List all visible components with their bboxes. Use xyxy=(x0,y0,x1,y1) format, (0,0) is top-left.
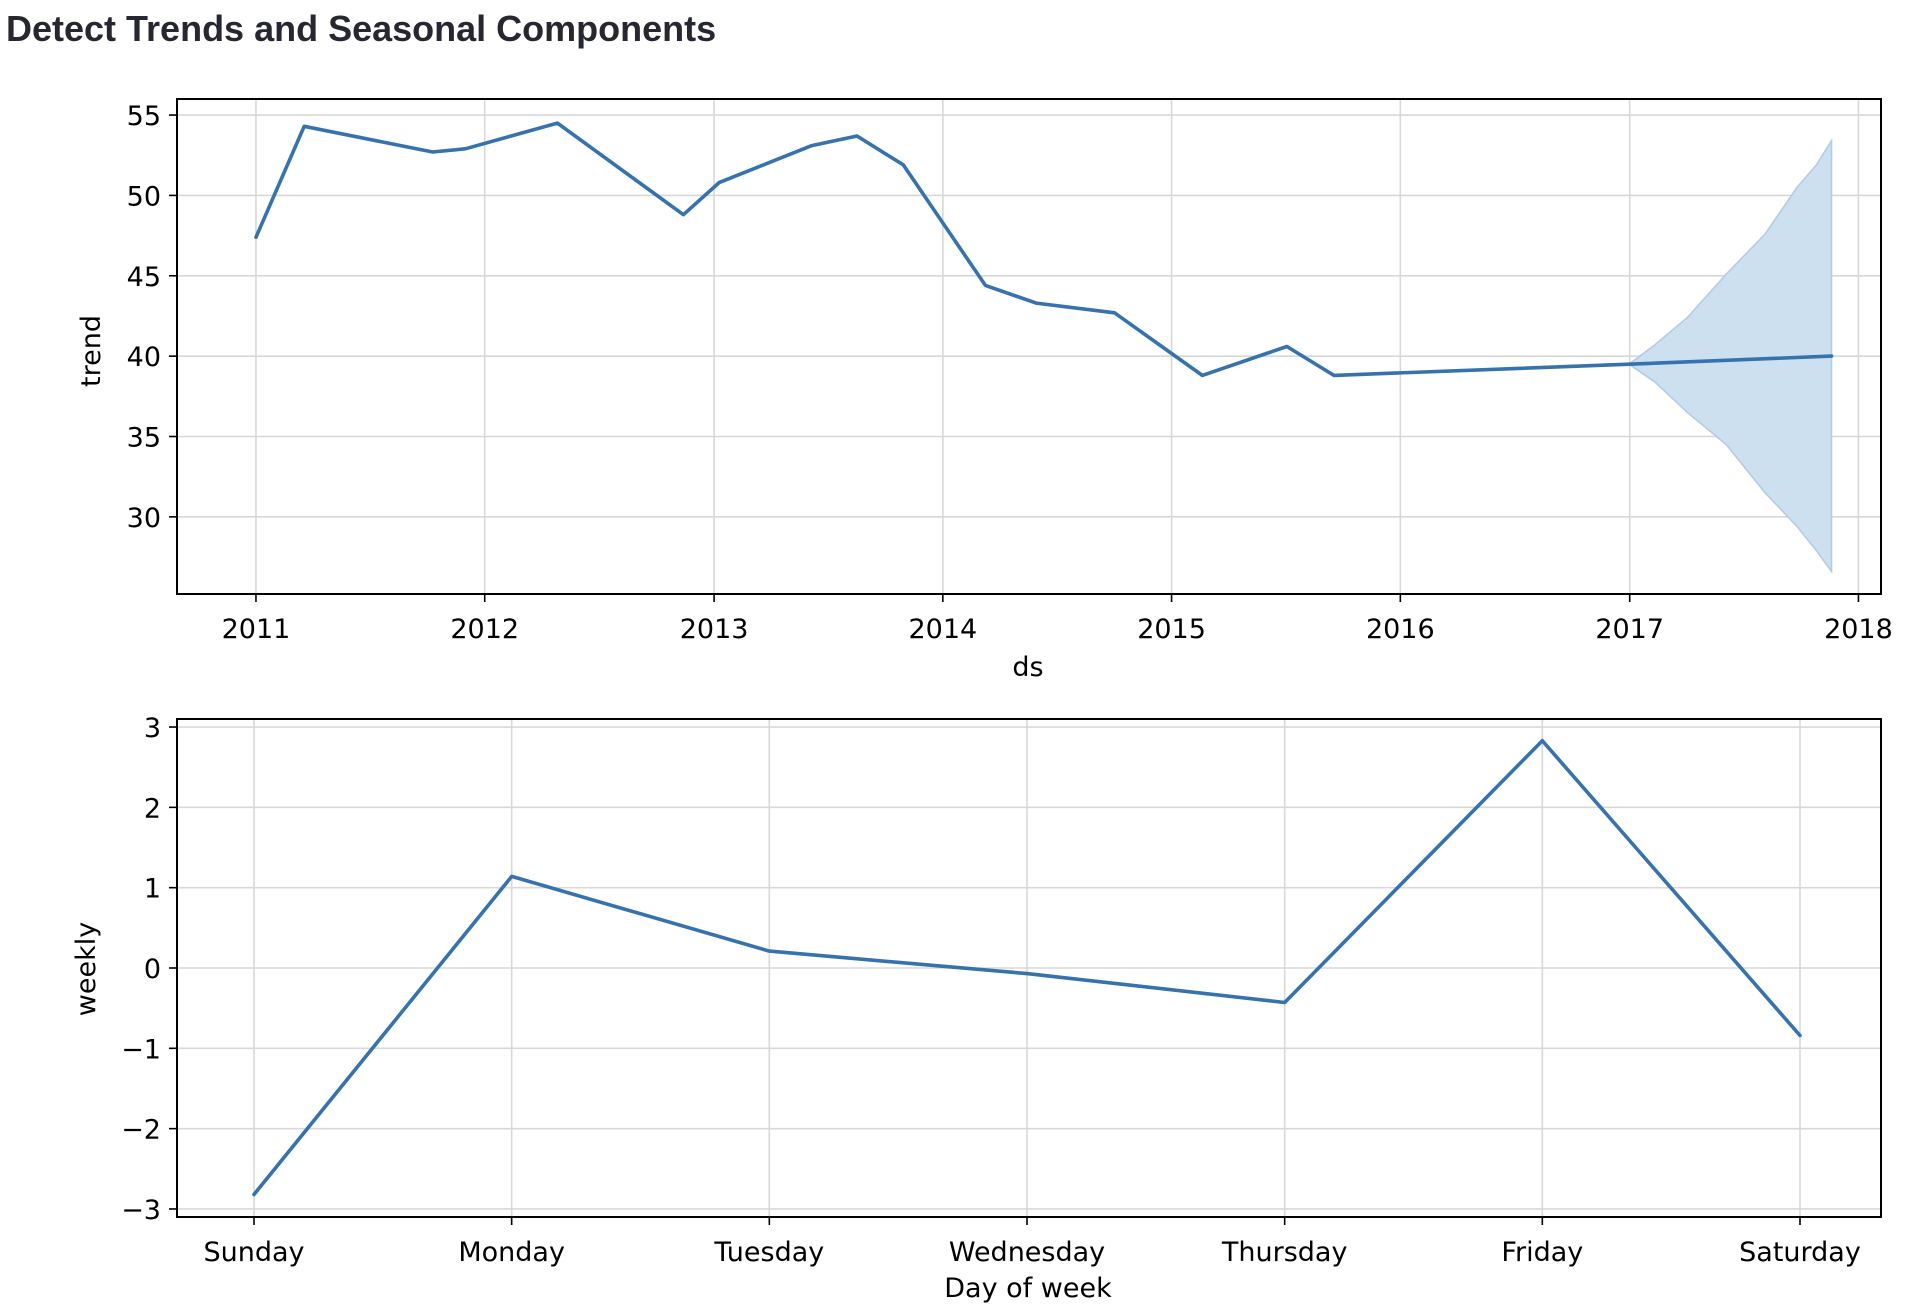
trend-x-tick-label: 2013 xyxy=(680,614,749,645)
weekly-y-tick-label: −1 xyxy=(121,1034,161,1065)
trend-y-tick-label: 55 xyxy=(127,101,161,132)
weekly-series xyxy=(252,738,1802,1197)
trend-y-tick-label: 30 xyxy=(127,503,161,534)
trend-series xyxy=(254,121,1834,378)
weekly-y-tick-label: −3 xyxy=(121,1195,161,1226)
weekly-y-tick-label: 0 xyxy=(144,954,161,985)
weekly-x-tick-label: Wednesday xyxy=(949,1237,1105,1268)
trend-x-axis-label: ds xyxy=(1012,652,1043,683)
trend-x-tick-label: 2011 xyxy=(222,614,291,645)
trend-grid xyxy=(177,99,1881,594)
trend-x-tick-label: 2017 xyxy=(1595,614,1664,645)
weekly-line xyxy=(252,738,1802,1197)
weekly-x-tick-label: Tuesday xyxy=(713,1237,824,1268)
trend-y-axis-label: trend xyxy=(76,315,107,387)
weekly-y-axis-label: weekly xyxy=(71,922,102,1016)
trend-y-tick-label: 50 xyxy=(127,181,161,212)
trend-x-tick-label: 2015 xyxy=(1137,614,1206,645)
trend-x-tick-label: 2016 xyxy=(1366,614,1435,645)
weekly-grid xyxy=(177,719,1881,1217)
weekly-x-tick-label: Thursday xyxy=(1221,1237,1348,1268)
weekly-x-tick-label: Saturday xyxy=(1739,1237,1861,1268)
page-title: Detect Trends and Seasonal Components xyxy=(6,8,717,49)
weekly-y-tick-label: 1 xyxy=(144,874,161,905)
trend-y-tick-label: 45 xyxy=(127,262,161,293)
weekly-y-tick-label: −2 xyxy=(121,1115,161,1146)
trend-y-tick-label: 35 xyxy=(127,423,161,454)
trend-x-tick-label: 2014 xyxy=(908,614,977,645)
weekly-x-tick-label: Monday xyxy=(458,1237,565,1268)
weekly-y-tick-label: 3 xyxy=(144,713,161,744)
trend-y-tick-label: 40 xyxy=(127,342,161,373)
trend-x-tick-label: 2012 xyxy=(450,614,519,645)
trend-plot-frame xyxy=(176,98,1882,595)
trend-chart: 2011 2012 2013 2014 2015 2016 2017 2018 30 35 40 45… xyxy=(76,98,1893,683)
trend-x-tick-label: 2018 xyxy=(1824,614,1893,645)
weekly-ticks: Sunday Monday Tuesday Wednesday Thursday Frid… xyxy=(121,713,1861,1268)
weekly-x-tick-label: Friday xyxy=(1501,1237,1583,1268)
trend-ticks: 2011 2012 2013 2014 2015 2016 2017 2018 30 35 40 45… xyxy=(127,101,1893,645)
weekly-y-tick-label: 2 xyxy=(144,793,161,824)
weekly-x-tick-label: Sunday xyxy=(203,1237,304,1268)
weekly-x-axis-label: Day of week xyxy=(944,1273,1112,1304)
trend-line xyxy=(254,121,1834,378)
